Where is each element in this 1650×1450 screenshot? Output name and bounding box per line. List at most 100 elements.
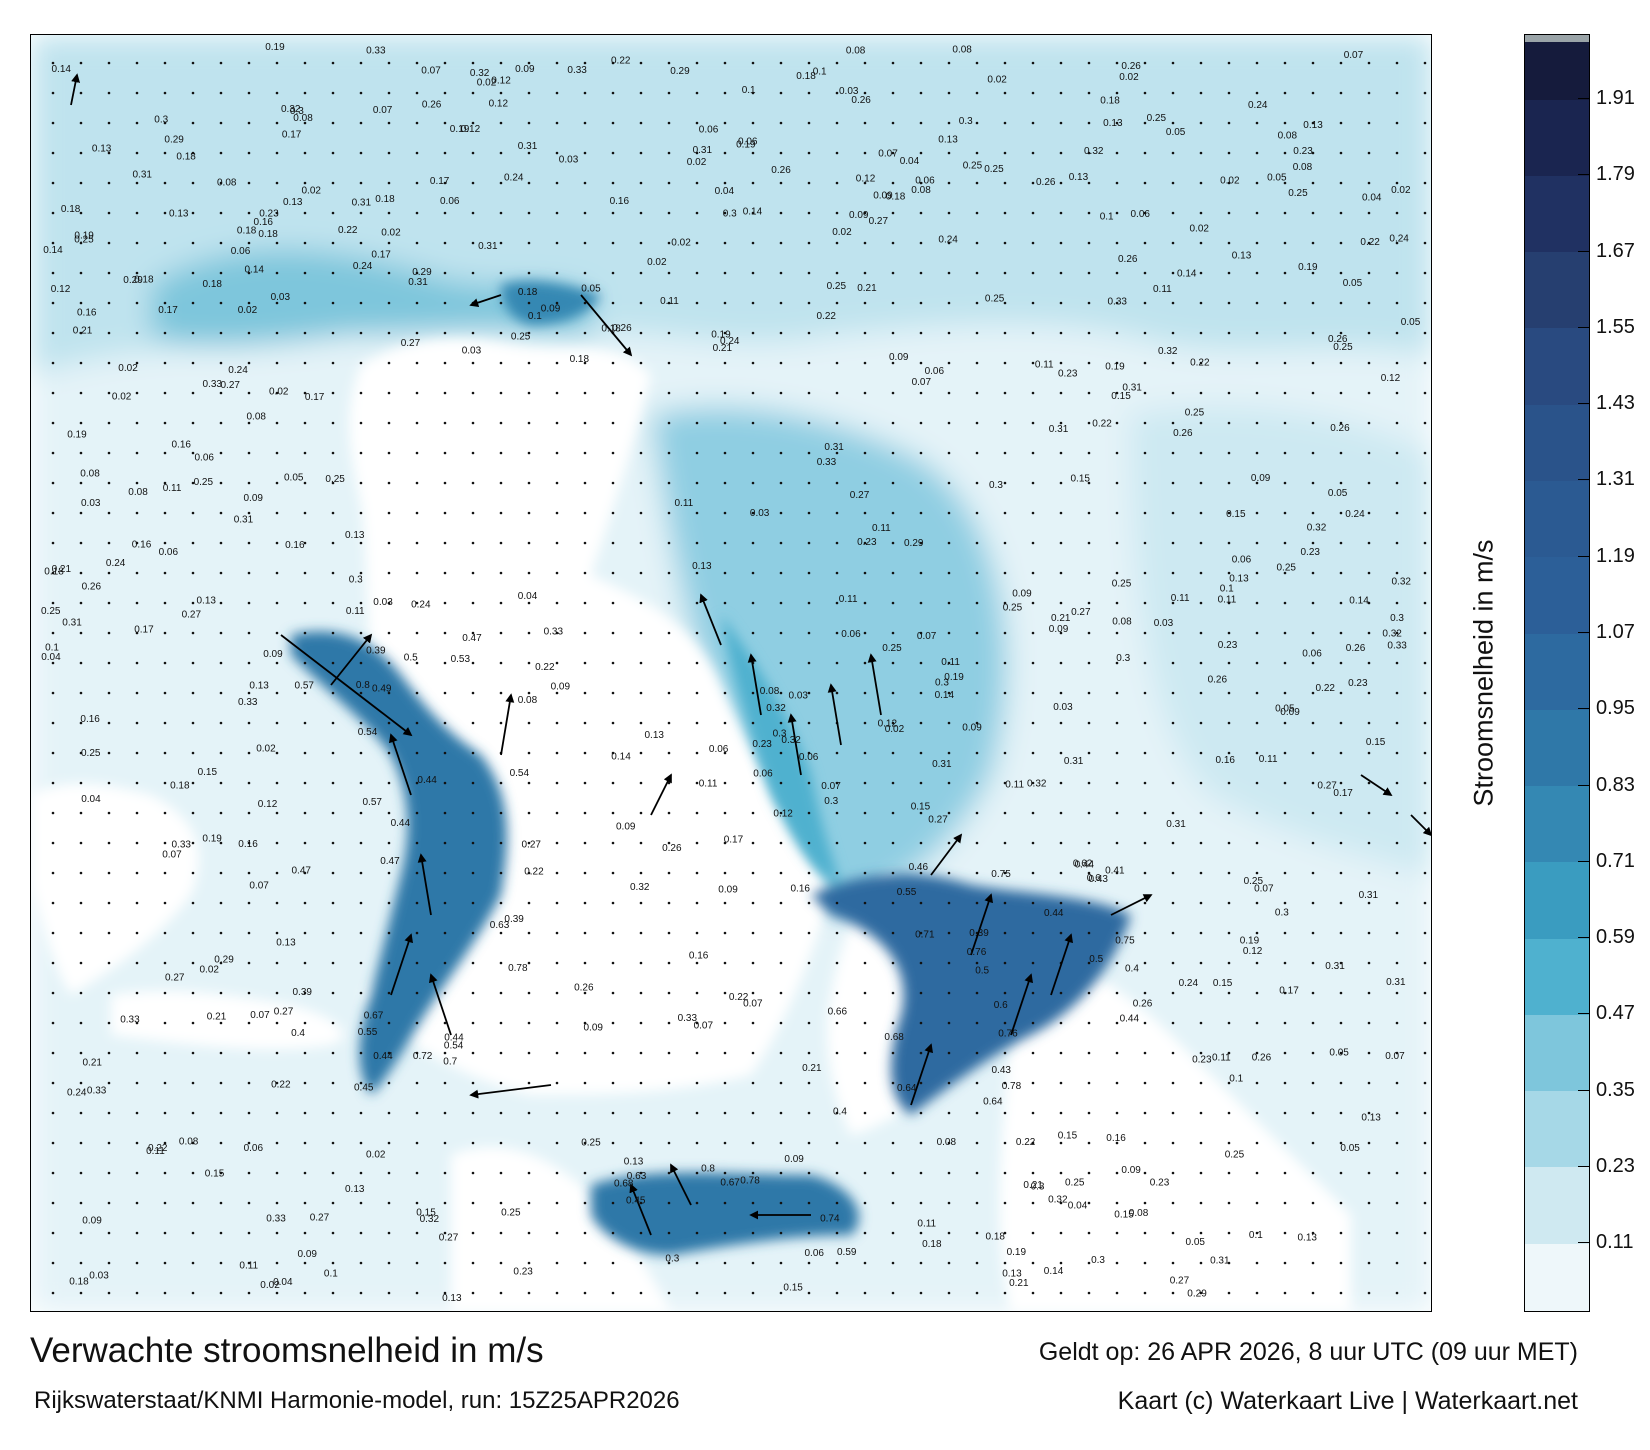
vector-dot xyxy=(1115,871,1119,875)
vector-dot xyxy=(331,151,335,155)
speed-value-label: 0.26 xyxy=(1252,1053,1272,1064)
vector-dot xyxy=(1199,841,1203,845)
vector-dot xyxy=(695,781,699,785)
current-arrow xyxy=(910,1043,933,1106)
speed-value-label: 0.02 xyxy=(1119,72,1139,83)
vector-dot xyxy=(247,451,251,455)
vector-dot xyxy=(1339,901,1343,905)
vector-dot xyxy=(1423,931,1427,935)
vector-dot xyxy=(611,1021,615,1025)
vector-dot xyxy=(303,991,307,995)
vector-dot xyxy=(1395,61,1399,65)
vector-dot xyxy=(863,691,867,695)
vector-dot xyxy=(1423,781,1427,785)
vector-dot xyxy=(975,211,979,215)
vector-dot xyxy=(835,391,839,395)
vector-dot xyxy=(331,1231,335,1235)
vector-dot xyxy=(1395,451,1399,455)
vector-dot xyxy=(51,991,55,995)
vector-dot xyxy=(667,211,671,215)
vector-dot xyxy=(163,961,167,965)
vector-dot xyxy=(1087,691,1091,695)
vector-dot xyxy=(1199,391,1203,395)
vector-dot xyxy=(107,1081,111,1085)
vector-dot xyxy=(835,181,839,185)
vector-dot xyxy=(583,631,587,635)
current-speed-map[interactable]: 0.06 0.03 0.22 0.41 0.24 0.02 0.32 0.04 0.05 0.16… xyxy=(30,34,1432,1312)
vector-dot xyxy=(723,121,727,125)
vector-dot xyxy=(247,1261,251,1265)
vector-dot xyxy=(499,211,503,215)
vector-dot xyxy=(1311,1081,1315,1085)
vector-dot xyxy=(1115,1111,1119,1115)
speed-value-label: 0.17 xyxy=(724,834,744,845)
vector-dot xyxy=(1227,511,1231,515)
speed-value-label: 0.02 xyxy=(269,387,289,398)
speed-value-label: 0.13 xyxy=(1069,172,1089,183)
vector-dot xyxy=(79,481,83,485)
speed-value-label: 0.3 xyxy=(1091,1255,1105,1266)
speed-value-label: 0.13 xyxy=(169,209,189,220)
speed-value-label: 0.07 xyxy=(1385,1051,1405,1062)
speed-value-label: 0.17 xyxy=(371,250,391,261)
vector-dot xyxy=(1059,1051,1063,1055)
vector-dot xyxy=(639,991,643,995)
vector-dot xyxy=(219,1201,223,1205)
vector-dot xyxy=(219,1081,223,1085)
vector-dot xyxy=(975,1291,979,1295)
vector-dot xyxy=(1059,421,1063,425)
vector-dot xyxy=(1003,1201,1007,1205)
vector-dot xyxy=(1311,661,1315,665)
vector-dot xyxy=(1367,871,1371,875)
vector-dot xyxy=(303,1081,307,1085)
vector-dot xyxy=(695,511,699,515)
speed-value-label: 0.11 xyxy=(1005,779,1024,790)
vector-dot xyxy=(919,961,923,965)
speed-value-label: 0.05 xyxy=(284,473,304,484)
speed-value-label: 0.08 xyxy=(952,45,972,56)
vector-dot xyxy=(135,451,139,455)
speed-value-label: 0.11 xyxy=(660,296,679,307)
vector-dot xyxy=(639,1171,643,1175)
vector-dot xyxy=(1311,1291,1315,1295)
vector-dot xyxy=(1255,601,1259,605)
vector-dot xyxy=(387,571,391,575)
vector-dot xyxy=(1395,1141,1399,1145)
vector-dot xyxy=(1311,1261,1315,1265)
vector-dot xyxy=(751,1111,755,1115)
vector-dot xyxy=(1115,811,1119,815)
speed-value-label: 0.33 xyxy=(172,840,192,851)
vector-dot xyxy=(163,901,167,905)
vector-dot xyxy=(191,331,195,335)
vector-dot xyxy=(1031,121,1035,125)
vector-dot xyxy=(779,481,783,485)
vector-dot xyxy=(1311,931,1315,935)
vector-dot xyxy=(695,61,699,65)
colorbar-segment xyxy=(1525,175,1589,253)
vector-dot xyxy=(1255,391,1259,395)
vector-dot xyxy=(135,151,139,155)
speed-value-label: 0.25 xyxy=(1185,408,1205,419)
vector-dot xyxy=(695,301,699,305)
speed-value-label: 0.16 xyxy=(238,839,258,850)
vector-dot xyxy=(807,421,811,425)
vector-dot xyxy=(555,151,559,155)
speed-value-label: 0.13 xyxy=(1232,251,1252,262)
vector-dot xyxy=(1423,871,1427,875)
vector-dot xyxy=(611,271,615,275)
vector-dot xyxy=(1227,661,1231,665)
vector-dot xyxy=(1283,481,1287,485)
vector-dot xyxy=(639,421,643,425)
vector-dot xyxy=(667,1171,671,1175)
vector-dot xyxy=(1227,1021,1231,1025)
vector-dot xyxy=(1143,1051,1147,1055)
vector-dot xyxy=(1367,841,1371,845)
vector-dot xyxy=(219,121,223,125)
vector-dot xyxy=(443,511,447,515)
vector-dot xyxy=(639,631,643,635)
vector-dot xyxy=(751,1081,755,1085)
speed-value-label: 0.07 xyxy=(421,66,441,77)
vector-dot xyxy=(1199,631,1203,635)
colorbar-tick-mark xyxy=(1578,1165,1590,1167)
vector-dot xyxy=(1423,511,1427,515)
